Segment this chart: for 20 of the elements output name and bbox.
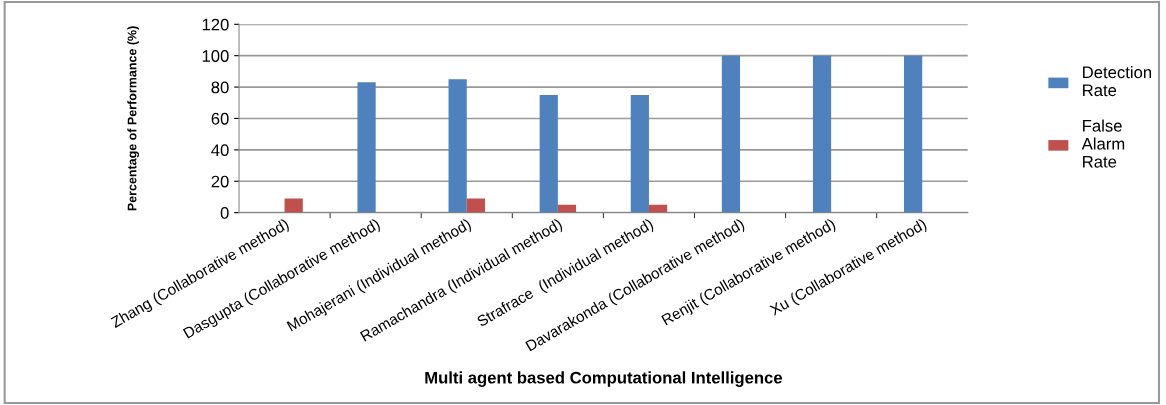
y-tick-label: 20 xyxy=(211,175,229,188)
y-tick-label: 0 xyxy=(220,207,229,219)
y-tick-label: 80 xyxy=(211,81,229,94)
legend-label: Detection Rate xyxy=(1083,66,1152,97)
bar xyxy=(284,198,303,213)
legend-label: False Alarm Rate xyxy=(1081,119,1125,168)
y-axis-title: Percentage of Performance (%) xyxy=(127,26,139,211)
x-axis-title: Multi agent based Computational Intelligence xyxy=(425,371,783,387)
bar xyxy=(812,55,832,213)
bar xyxy=(466,198,485,213)
bar xyxy=(357,82,376,213)
bar xyxy=(904,55,923,213)
bar xyxy=(630,94,649,213)
y-tick-label: 120 xyxy=(202,18,229,31)
bar xyxy=(539,94,558,213)
bar xyxy=(721,55,741,213)
bar xyxy=(448,79,467,213)
y-tick-label: 40 xyxy=(211,144,229,157)
y-tick-label: 100 xyxy=(202,50,229,62)
y-tick-label: 60 xyxy=(211,112,229,125)
